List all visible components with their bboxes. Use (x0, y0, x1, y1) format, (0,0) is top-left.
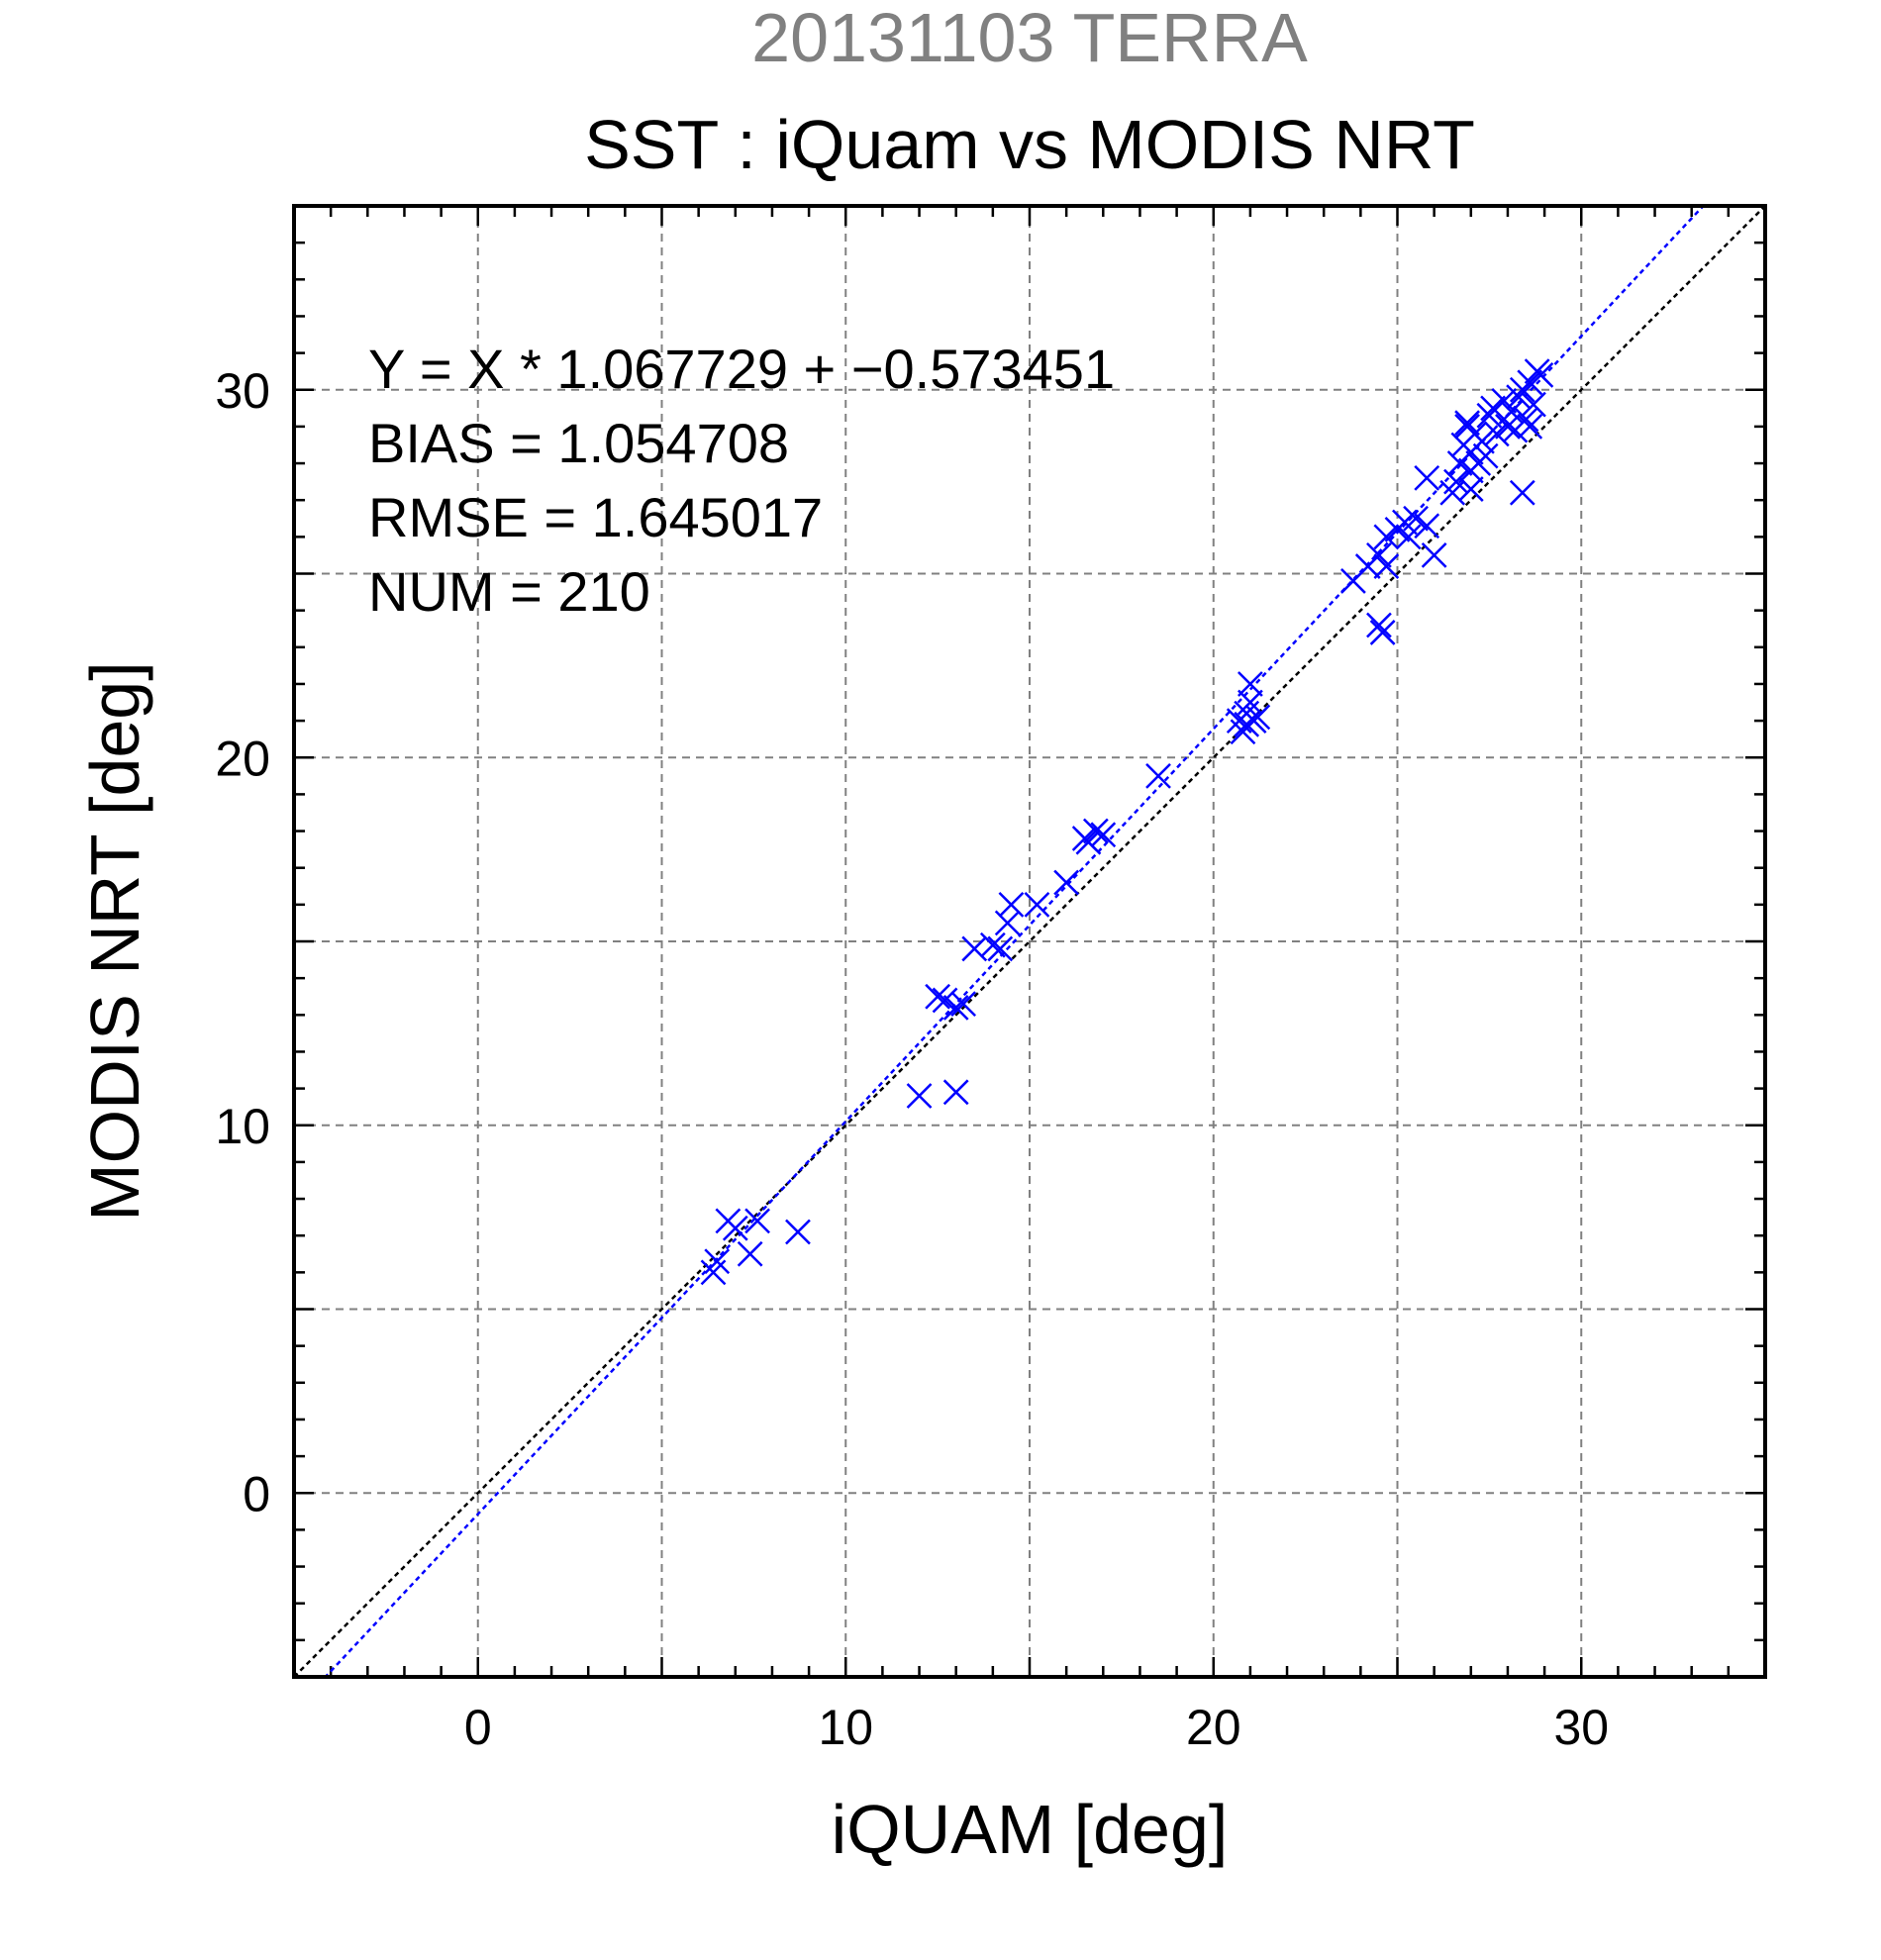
data-point (1053, 869, 1080, 896)
data-point (1234, 711, 1260, 737)
data-point (1506, 384, 1532, 411)
data-point (1457, 476, 1484, 502)
data-point (1480, 395, 1506, 422)
data-points (700, 358, 1554, 1286)
data-point (1373, 524, 1400, 550)
data-point (1238, 671, 1263, 697)
data-point (1517, 414, 1543, 440)
data-point (1509, 479, 1535, 506)
stats-box: Y = X * 1.067729 + −0.573451 BIAS = 1.05… (368, 338, 1115, 623)
data-point (1366, 542, 1392, 568)
x-tick-label: 0 (464, 1700, 492, 1755)
data-point (942, 1079, 969, 1106)
y-tick-label: 0 (243, 1466, 270, 1521)
fit-equation: Y = X * 1.067729 + −0.573451 (368, 338, 1115, 400)
x-tick-label: 20 (1186, 1700, 1241, 1755)
data-point (950, 991, 977, 1018)
chart-title: SST : iQuam vs MODIS NRT (584, 106, 1475, 183)
data-point (1421, 542, 1447, 568)
y-tick-label: 10 (215, 1099, 270, 1154)
grid (294, 206, 1765, 1677)
bias-value: BIAS = 1.054708 (368, 412, 789, 474)
data-point (737, 1240, 763, 1267)
y-tick-label: 20 (215, 731, 270, 786)
data-point (987, 935, 1014, 962)
data-point (994, 910, 1021, 936)
x-tick-label: 30 (1553, 1700, 1609, 1755)
data-point (722, 1215, 748, 1241)
data-point (1369, 620, 1396, 645)
data-point (1373, 553, 1400, 579)
data-point (1454, 410, 1480, 437)
data-point (744, 1208, 770, 1234)
data-point (1075, 829, 1102, 855)
num-value: NUM = 210 (368, 560, 650, 623)
data-point (1090, 822, 1117, 848)
x-axis-label: iQUAM [deg] (832, 1791, 1229, 1868)
data-point (1469, 428, 1495, 454)
data-point (998, 891, 1025, 918)
data-point (1082, 818, 1109, 844)
data-point (906, 1083, 933, 1109)
data-point (932, 987, 958, 1014)
data-point (1145, 762, 1171, 789)
data-point (785, 1219, 811, 1245)
rmse-value: RMSE = 1.645017 (368, 486, 823, 548)
data-point (1403, 505, 1429, 532)
data-point (1517, 369, 1543, 396)
y-tick-label: 30 (215, 363, 270, 419)
data-point (1395, 524, 1422, 550)
data-point (1238, 689, 1263, 716)
data-point (1495, 414, 1521, 440)
data-point (1244, 704, 1271, 731)
y-axis-label: MODIS NRT [deg] (76, 661, 153, 1221)
data-point (1414, 465, 1440, 491)
data-point (1491, 388, 1518, 414)
chart-suptitle: 20131103 TERRA (751, 0, 1308, 76)
plot-frame (292, 204, 1767, 1679)
data-point (1472, 442, 1499, 469)
data-point (925, 983, 951, 1010)
data-point (1513, 406, 1539, 433)
x-tick-label: 10 (818, 1700, 873, 1755)
data-point (979, 931, 1006, 958)
data-point (1366, 612, 1392, 638)
data-point (942, 994, 969, 1021)
tick-labels: 0 10 20 30 0 10 20 30 (215, 363, 1609, 1755)
data-point (1024, 891, 1050, 918)
data-point (1521, 391, 1546, 418)
data-point (1528, 362, 1554, 388)
data-point (704, 1248, 731, 1275)
data-point (1414, 513, 1440, 539)
